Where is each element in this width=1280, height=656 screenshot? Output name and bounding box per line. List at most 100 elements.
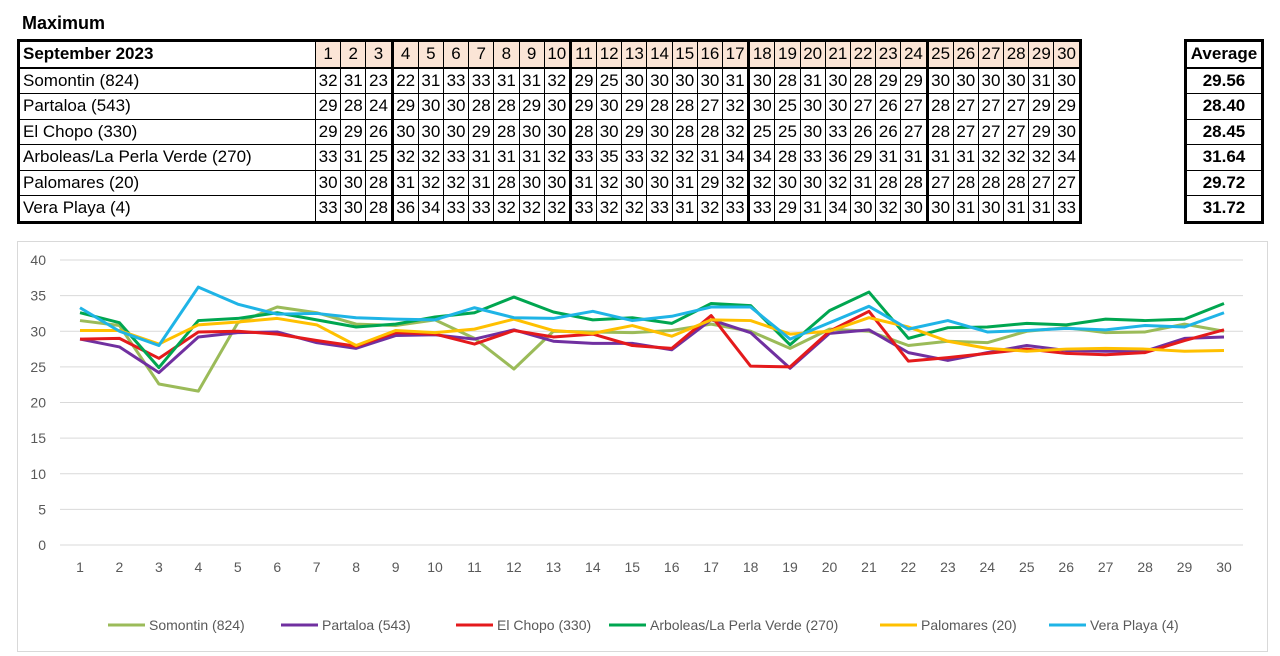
table-cell: 23 xyxy=(365,67,393,94)
x-tick-label: 19 xyxy=(782,559,798,575)
table-cell: 33 xyxy=(1053,195,1081,223)
day-header: 24 xyxy=(900,40,928,69)
table-cell: 33 xyxy=(621,144,648,171)
table-cell: 27 xyxy=(900,93,928,120)
table-cell: 33 xyxy=(646,195,673,223)
table-cell: 29 xyxy=(1053,93,1081,120)
table-cell: 30 xyxy=(696,67,724,94)
table-row: Partaloa (543) 29 28 24 29 30 30 28 28 29 30 29 30 29… xyxy=(18,93,1081,120)
table-cell: 32 xyxy=(621,195,648,223)
x-tick-label: 20 xyxy=(822,559,838,575)
table-cell: 28 xyxy=(875,169,902,196)
table-cell: 27 xyxy=(977,93,1005,120)
y-tick-label: 40 xyxy=(30,252,46,268)
day-header: 3 xyxy=(365,40,393,69)
day-header: 11 xyxy=(568,40,598,69)
table-cell: 30 xyxy=(799,169,826,196)
table-cell: 29 xyxy=(849,144,877,171)
table-cell: 34 xyxy=(747,144,776,171)
day-header: 12 xyxy=(596,40,623,69)
table-cell: 35 xyxy=(596,144,623,171)
table-cell: 29 xyxy=(518,93,545,120)
x-tick-label: 26 xyxy=(1058,559,1074,575)
table-cell: 32 xyxy=(442,169,470,196)
station-name: Somontin (824) xyxy=(18,67,316,94)
table-cell: 28 xyxy=(774,144,801,171)
table-cell: 30 xyxy=(340,195,367,223)
x-tick-label: 15 xyxy=(624,559,640,575)
table-cell: 29 xyxy=(774,195,801,223)
table-cell: 31 xyxy=(518,67,545,94)
table-cell: 28 xyxy=(977,169,1005,196)
table-cell: 31 xyxy=(518,144,545,171)
average-table: Average 29.56 28.40 28.45 31.64 29.72 31.72 xyxy=(1184,39,1264,224)
station-name: Palomares (20) xyxy=(18,169,316,196)
table-cell: 33 xyxy=(442,195,470,223)
table-cell: 30 xyxy=(646,169,673,196)
table-row: El Chopo (330) 29 29 26 30 30 30 29 28 30 30 28 30 29… xyxy=(18,118,1081,145)
table-cell: 27 xyxy=(1003,118,1030,145)
table-cell: 31 xyxy=(671,195,698,223)
x-tick-label: 7 xyxy=(313,559,321,575)
table-cell: 34 xyxy=(417,195,444,223)
table-cell: 32 xyxy=(747,169,776,196)
table-cell: 30 xyxy=(747,93,776,120)
table-cell: 30 xyxy=(543,118,571,145)
y-tick-label: 25 xyxy=(30,359,46,375)
x-tick-label: 27 xyxy=(1098,559,1114,575)
table-cell: 32 xyxy=(543,144,571,171)
day-header: 6 xyxy=(442,40,470,69)
table-cell: 34 xyxy=(721,144,750,171)
day-header: 25 xyxy=(925,40,954,69)
table-cell: 33 xyxy=(468,195,495,223)
table-cell: 30 xyxy=(621,169,648,196)
y-tick-label: 30 xyxy=(30,323,46,339)
table-cell: 32 xyxy=(721,169,750,196)
table-cell: 30 xyxy=(596,93,623,120)
table-cell: 29 xyxy=(568,67,598,94)
x-tick-label: 1 xyxy=(76,559,84,575)
x-tick-label: 16 xyxy=(664,559,680,575)
day-header: 26 xyxy=(952,40,979,69)
table-cell: 31 xyxy=(493,67,520,94)
table-cell: 32 xyxy=(390,144,419,171)
x-tick-label: 6 xyxy=(273,559,281,575)
table-cell: 27 xyxy=(1003,93,1030,120)
x-tick-label: 12 xyxy=(506,559,522,575)
day-header: 21 xyxy=(824,40,851,69)
table-cell: 33 xyxy=(799,144,826,171)
y-tick-label: 15 xyxy=(30,430,46,446)
series-line xyxy=(80,316,1225,353)
station-name: Arboleas/La Perla Verde (270) xyxy=(18,144,316,171)
table-cell: 29 xyxy=(900,67,928,94)
day-header: 14 xyxy=(646,40,673,69)
table-cell: 26 xyxy=(875,93,902,120)
table-cell: 28 xyxy=(568,118,598,145)
table-cell: 28 xyxy=(671,93,698,120)
table-cell: 27 xyxy=(849,93,877,120)
day-header: 28 xyxy=(1003,40,1030,69)
table-cell: 31 xyxy=(340,144,367,171)
average-cell: 29.72 xyxy=(1185,169,1263,196)
table-cell: 32 xyxy=(417,169,444,196)
table-cell: 33 xyxy=(824,118,851,145)
day-header: 29 xyxy=(1028,40,1055,69)
x-tick-label: 22 xyxy=(901,559,917,575)
table-cell: 30 xyxy=(596,118,623,145)
table-cell: 31 xyxy=(568,169,598,196)
x-tick-label: 3 xyxy=(155,559,163,575)
table-row: Somontin (824) 32 31 23 22 31 33 33 31 31 32 29 25 30… xyxy=(18,67,1081,94)
table-cell: 22 xyxy=(390,67,419,94)
table-cell: 28 xyxy=(365,169,393,196)
table-cell: 29 xyxy=(1028,93,1055,120)
table-cell: 30 xyxy=(1003,67,1030,94)
table-cell: 32 xyxy=(596,195,623,223)
table-cell: 31 xyxy=(493,144,520,171)
table-cell: 28 xyxy=(1003,169,1030,196)
average-cell: 29.56 xyxy=(1185,67,1263,94)
table-cell: 30 xyxy=(925,195,954,223)
x-tick-label: 10 xyxy=(427,559,443,575)
table-cell: 30 xyxy=(646,118,673,145)
average-cell: 28.45 xyxy=(1185,118,1263,145)
